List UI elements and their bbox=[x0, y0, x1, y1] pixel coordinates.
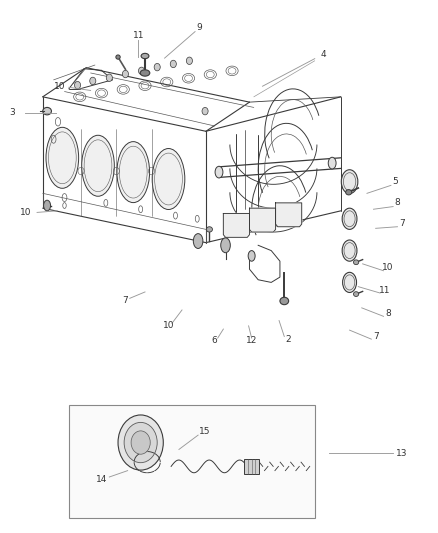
Circle shape bbox=[106, 74, 113, 82]
Circle shape bbox=[90, 77, 96, 85]
Ellipse shape bbox=[221, 238, 230, 253]
Text: 7: 7 bbox=[399, 219, 405, 228]
Ellipse shape bbox=[117, 142, 150, 203]
Ellipse shape bbox=[248, 251, 255, 261]
Text: 12: 12 bbox=[246, 336, 258, 345]
Ellipse shape bbox=[353, 260, 359, 265]
Ellipse shape bbox=[343, 272, 357, 293]
Text: 3: 3 bbox=[9, 108, 15, 117]
Text: 2: 2 bbox=[286, 335, 291, 344]
Polygon shape bbox=[276, 203, 302, 227]
Ellipse shape bbox=[206, 227, 212, 232]
Text: 7: 7 bbox=[373, 332, 378, 341]
Ellipse shape bbox=[280, 297, 289, 305]
Ellipse shape bbox=[342, 240, 357, 261]
Text: 11: 11 bbox=[133, 31, 144, 41]
Text: 7: 7 bbox=[123, 296, 128, 305]
Bar bbox=[69, 406, 315, 519]
Text: 13: 13 bbox=[396, 449, 407, 458]
Text: 5: 5 bbox=[392, 177, 398, 186]
Text: 10: 10 bbox=[54, 82, 66, 91]
Ellipse shape bbox=[353, 292, 359, 296]
Polygon shape bbox=[223, 214, 250, 237]
Circle shape bbox=[202, 108, 208, 115]
Circle shape bbox=[138, 67, 145, 75]
Text: 6: 6 bbox=[212, 336, 218, 345]
Ellipse shape bbox=[44, 200, 50, 211]
Ellipse shape bbox=[43, 108, 51, 115]
Ellipse shape bbox=[116, 55, 120, 59]
Circle shape bbox=[118, 415, 163, 470]
Ellipse shape bbox=[46, 127, 79, 188]
Ellipse shape bbox=[346, 190, 352, 195]
Circle shape bbox=[170, 60, 177, 68]
Ellipse shape bbox=[215, 166, 223, 178]
Text: 8: 8 bbox=[395, 198, 400, 207]
Polygon shape bbox=[250, 208, 276, 232]
Ellipse shape bbox=[140, 70, 150, 76]
Circle shape bbox=[122, 70, 128, 78]
Text: 14: 14 bbox=[96, 475, 107, 484]
Circle shape bbox=[124, 422, 157, 463]
Text: 10: 10 bbox=[382, 263, 394, 272]
Ellipse shape bbox=[82, 135, 114, 196]
Ellipse shape bbox=[141, 53, 149, 59]
Text: 15: 15 bbox=[199, 427, 211, 437]
Bar bbox=[244, 459, 259, 474]
Ellipse shape bbox=[341, 169, 358, 193]
Ellipse shape bbox=[328, 157, 336, 169]
Ellipse shape bbox=[342, 208, 357, 229]
Text: 4: 4 bbox=[321, 50, 326, 59]
Text: 9: 9 bbox=[197, 23, 202, 33]
Text: 11: 11 bbox=[378, 286, 390, 295]
Circle shape bbox=[131, 431, 150, 454]
Circle shape bbox=[186, 57, 192, 64]
Ellipse shape bbox=[193, 233, 203, 248]
Text: 8: 8 bbox=[385, 309, 391, 318]
Ellipse shape bbox=[152, 149, 185, 209]
Text: 10: 10 bbox=[20, 208, 31, 217]
Circle shape bbox=[154, 63, 160, 71]
Text: 10: 10 bbox=[163, 321, 175, 330]
Circle shape bbox=[74, 82, 81, 89]
